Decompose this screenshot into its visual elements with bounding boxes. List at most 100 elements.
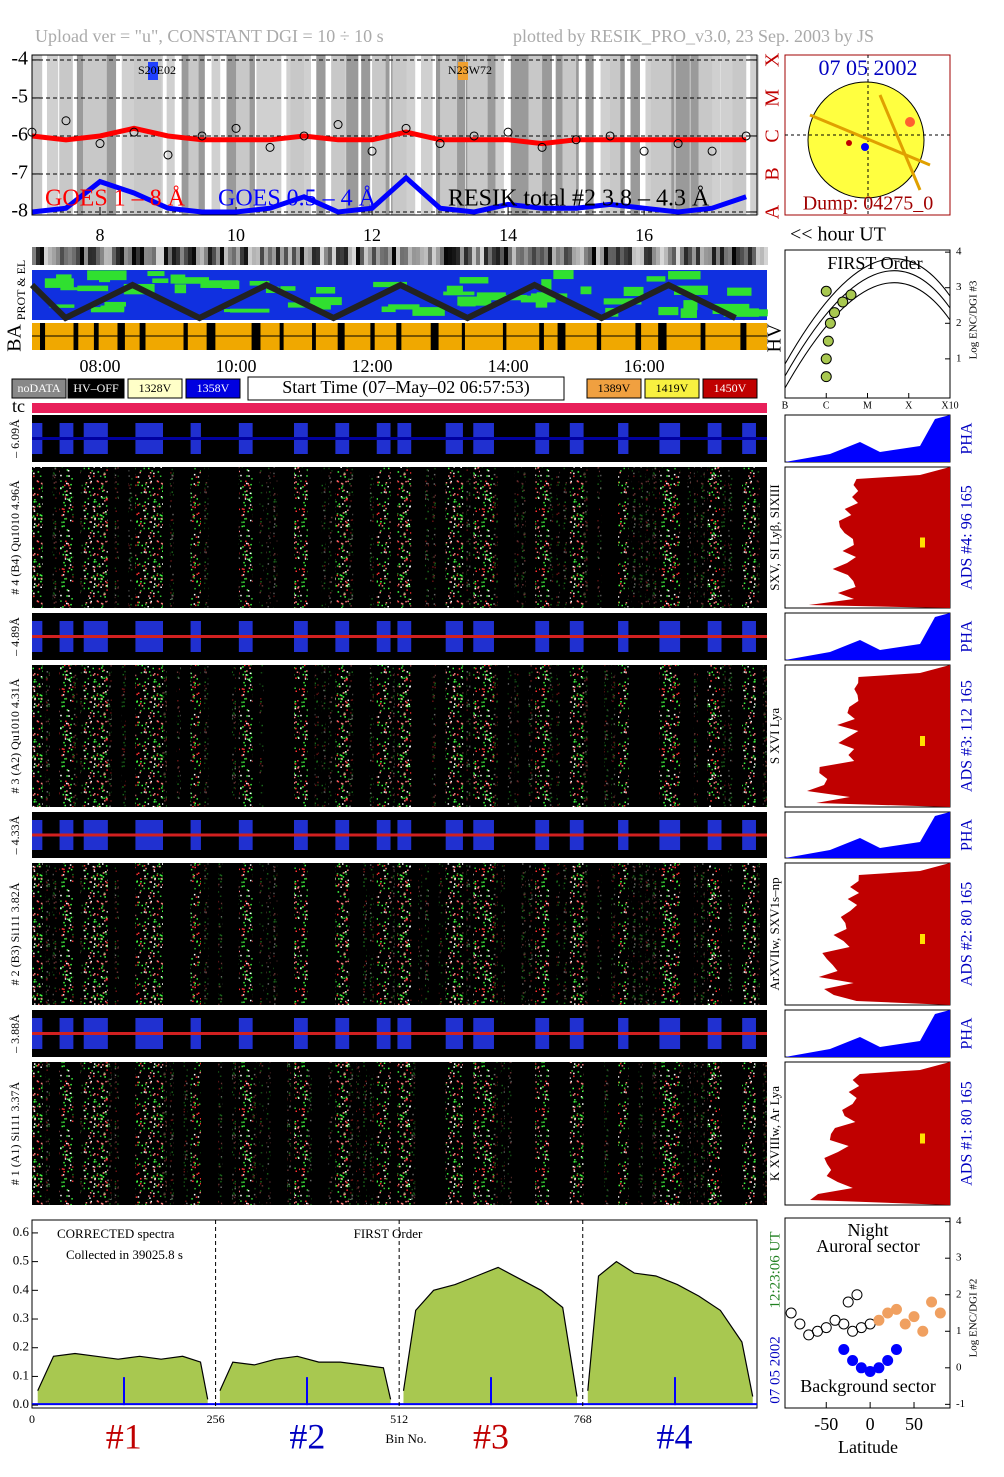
- x-tick-label: M: [863, 400, 872, 411]
- data-point: [571, 135, 581, 145]
- x-tick-label: 768: [574, 1412, 592, 1426]
- spectrogram-sparse: [583, 665, 588, 807]
- spectrogram-sparse: [349, 1062, 354, 1205]
- spectrogram-sparse: [652, 1062, 657, 1205]
- y-tick-label: 0.5: [13, 1253, 29, 1268]
- spectrogram-sparse: [314, 665, 319, 807]
- active-band: [650, 55, 672, 215]
- gray-band: [495, 55, 504, 215]
- el-cell: [472, 247, 476, 265]
- x-tick-label: C: [823, 400, 830, 411]
- data-point: [838, 1318, 850, 1330]
- el-cell: [684, 247, 688, 265]
- el-cell: [636, 247, 640, 265]
- el-cell: [192, 247, 196, 265]
- spectrogram-sparse: [356, 1062, 361, 1205]
- data-point: [837, 296, 849, 308]
- data-point: [820, 285, 832, 297]
- el-cell: [112, 247, 116, 265]
- spectrogram-active: [535, 665, 550, 807]
- el-cell: [308, 247, 312, 265]
- data-point: [333, 120, 343, 130]
- el-cell: [608, 247, 612, 265]
- el-cell: [316, 247, 320, 265]
- segment-label: #1: [106, 1416, 142, 1456]
- spectrogram-active: [238, 665, 253, 807]
- prot-green: [727, 287, 752, 296]
- spectrogram-active: [618, 467, 629, 608]
- el-cell: [124, 247, 128, 265]
- el-cell: [156, 247, 160, 265]
- spectrogram-sparse: [390, 665, 395, 807]
- x-axis-label: Latitude: [838, 1437, 898, 1457]
- gray-band: [196, 55, 205, 215]
- el-cell: [284, 247, 288, 265]
- spectrogram-active: [32, 1062, 43, 1205]
- prot-green: [476, 292, 506, 301]
- el-cell: [488, 247, 492, 265]
- data-point: [503, 127, 513, 137]
- spot: [905, 117, 915, 127]
- el-cell: [276, 247, 280, 265]
- el-cell: [280, 247, 284, 265]
- el-cell: [160, 247, 164, 265]
- y-tick-label: -4: [11, 48, 28, 70]
- el-cell: [508, 247, 512, 265]
- gray-band: [46, 55, 59, 215]
- segment-label: #4: [657, 1416, 693, 1456]
- el-cell: [496, 247, 500, 265]
- data-point: [61, 116, 71, 126]
- spectrogram-sparse: [163, 665, 168, 807]
- spectrogram-sparse: [321, 467, 326, 608]
- pha-label: PHA: [959, 819, 976, 851]
- x-tick-label: 50: [905, 1414, 923, 1434]
- el-cell: [84, 247, 88, 265]
- spectrogram-active: [59, 863, 74, 1005]
- spectrogram-sparse: [652, 863, 657, 1005]
- y-tick-label: 0.2: [13, 1339, 29, 1354]
- el-cell: [188, 247, 192, 265]
- spectrogram-active: [569, 863, 584, 1005]
- spectrogram-active: [376, 1062, 391, 1205]
- el-cell: [72, 247, 76, 265]
- el-cell: [656, 247, 660, 265]
- el-cell: [560, 247, 564, 265]
- spectrogram-sparse: [556, 467, 561, 608]
- el-cell: [724, 247, 728, 265]
- el-cell: [536, 247, 540, 265]
- el-cell: [416, 247, 420, 265]
- spectrogram-sparse: [755, 863, 760, 1005]
- prot-green: [221, 280, 240, 289]
- spectrogram-sparse: [266, 467, 271, 608]
- el-cell: [616, 247, 620, 265]
- el-cell: [288, 247, 292, 265]
- el-cell: [624, 247, 628, 265]
- el-cell: [476, 247, 480, 265]
- y-tick-label: -5: [11, 86, 28, 108]
- prot-green: [310, 297, 342, 306]
- spectrum-fill: [587, 1261, 753, 1406]
- active-band: [188, 55, 199, 215]
- el-cell: [324, 247, 328, 265]
- el-cell: [696, 247, 700, 265]
- el-cell: [120, 247, 124, 265]
- spectrogram-sparse: [80, 863, 85, 1005]
- spectrogram-active: [59, 665, 74, 807]
- prot-green: [520, 295, 556, 303]
- time-label: 10:00: [216, 356, 257, 376]
- spectrogram-sparse: [549, 467, 554, 608]
- spectrogram-sparse: [176, 665, 181, 807]
- y-axis-label: Log ENC/DGI #3: [968, 280, 980, 359]
- segment-label: #2: [289, 1416, 325, 1456]
- strip-label: HV: [764, 323, 786, 352]
- panel-title: FIRST Order: [827, 253, 922, 273]
- spectrogram-active: [445, 1062, 463, 1205]
- prot-green: [646, 276, 666, 282]
- spectrogram-sparse: [521, 467, 526, 608]
- spectrogram-sparse: [107, 665, 112, 807]
- y2-tick-label: C: [762, 129, 784, 142]
- el-cell: [256, 247, 260, 265]
- prot-green: [104, 301, 126, 307]
- el-cell: [548, 247, 552, 265]
